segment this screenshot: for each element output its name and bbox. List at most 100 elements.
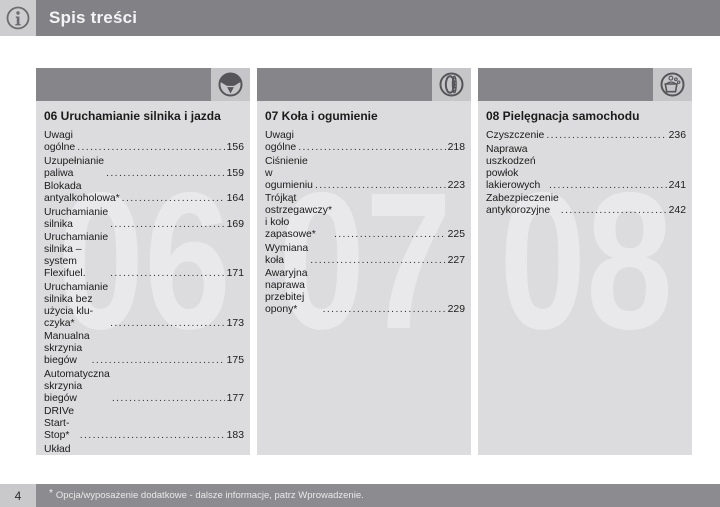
chapter-panel-06: 06 06 Uruchamianie silnika i jazda Uwagi… xyxy=(36,101,250,455)
toc-item-page: 227 xyxy=(447,254,465,266)
toc-item-label: Uwagi ogólne xyxy=(44,130,76,153)
page-header: Spis treści xyxy=(36,0,720,36)
leader-dots xyxy=(110,318,225,330)
toc-item-label: Awaryjna naprawa przebitej opony* xyxy=(265,268,308,315)
toc-item-label: Uruchamianie silnika xyxy=(44,206,109,230)
footnote-text: Opcja/wyposażenie dodatkowe - dalsze inf… xyxy=(55,490,364,501)
toc-columns: 06 06 Uruchamianie silnika i jazda Uwagi… xyxy=(36,68,692,455)
toc-item: Blokada antyalkoholowa* 164 xyxy=(44,181,244,205)
toc-column-06: 06 06 Uruchamianie silnika i jazda Uwagi… xyxy=(36,68,250,455)
leader-dots xyxy=(546,130,666,142)
chapter-icon-box xyxy=(432,68,471,101)
toc-item-page: 229 xyxy=(447,304,465,315)
toc-item: Układ hamulcowy 188 xyxy=(44,444,244,456)
leader-dots xyxy=(315,180,446,192)
toc-item-page: 242 xyxy=(668,205,686,216)
toc-item: Naprawa uszkodzeń powłok lakierowych 241 xyxy=(486,144,686,192)
car-care-icon xyxy=(659,71,686,98)
info-icon-box xyxy=(0,0,36,36)
toc-item-label: Naprawa uszkodzeń powłok lakierowych xyxy=(486,143,541,191)
toc-item-page: 173 xyxy=(226,317,244,329)
leader-dots xyxy=(112,393,225,405)
toc-column-08: 08 08 Pielęgnacja samochodu Czyszczenie … xyxy=(478,68,692,455)
tire-icon xyxy=(438,71,465,98)
toc-item-label: Wymiana koła xyxy=(265,242,309,266)
chapter-title-07: 07 Koła i ogumienie xyxy=(265,109,378,123)
leader-dots xyxy=(80,430,225,442)
toc-item-label: Układ hamulcowy xyxy=(44,443,71,455)
chapter-panel-08: 08 08 Pielęgnacja samochodu Czyszczenie … xyxy=(478,101,692,455)
toc-item: Manualna skrzynia biegów 175 xyxy=(44,331,244,367)
page-title: Spis treści xyxy=(49,8,138,27)
leader-dots xyxy=(310,255,445,267)
toc-item: DRIVe Start-Stop* 183 xyxy=(44,406,244,442)
toc-item-page: 164 xyxy=(226,193,244,204)
toc-item: Ciśnienie w ogumieniu 223 xyxy=(265,156,465,192)
toc-item: Uruchamianie silnika 169 xyxy=(44,207,244,231)
info-icon xyxy=(5,5,31,31)
leader-dots xyxy=(92,355,225,367)
toc-item-label: Czyszczenie xyxy=(486,130,545,141)
toc-item-page: 159 xyxy=(226,167,244,179)
toc-item-page: 171 xyxy=(226,268,244,279)
toc-item: Uruchamianie silnika bez użycia klu- czy… xyxy=(44,282,244,330)
toc-column-07: 07 07 Koła i ogumienie Uwagi ogólne 218 … xyxy=(257,68,471,455)
toc-item-label: Manualna skrzynia biegów xyxy=(44,331,90,366)
leader-dots xyxy=(106,168,225,180)
leader-dots xyxy=(77,142,224,154)
toc-item-page: 223 xyxy=(447,179,465,191)
toc-list-07: Uwagi ogólne 218 Ciśnienie w ogumieniu 2… xyxy=(257,129,471,316)
page-number: 4 xyxy=(14,488,22,503)
toc-item-page: 241 xyxy=(668,179,686,191)
toc-item-page: 218 xyxy=(447,142,465,153)
toc-item-page: 177 xyxy=(226,392,244,404)
toc-item-label: Uruchamianie silnika – system Flexifuel. xyxy=(44,232,109,279)
toc-item-label: DRIVe Start-Stop* xyxy=(44,406,75,441)
toc-item-page: 175 xyxy=(226,355,244,366)
chapter-title-06: 06 Uruchamianie silnika i jazda xyxy=(44,109,221,123)
chapter-title-08: 08 Pielęgnacja samochodu xyxy=(486,109,640,123)
chapter-panel-07: 07 07 Koła i ogumienie Uwagi ogólne 218 … xyxy=(257,101,471,455)
toc-item: Trójkąt ostrzegawczy* i koło zapasowe* 2… xyxy=(265,193,465,241)
chapter-icon-box xyxy=(211,68,250,101)
toc-item-label: Uruchamianie silnika bez użycia klu- czy… xyxy=(44,281,109,329)
toc-item: Uruchamianie silnika – system Flexifuel.… xyxy=(44,232,244,280)
leader-dots xyxy=(110,219,225,231)
leader-dots xyxy=(549,180,667,192)
toc-item-label: Uzupełnianie paliwa xyxy=(44,155,105,179)
leader-dots xyxy=(122,193,225,205)
toc-item-label: Automatyczna skrzynia biegów xyxy=(44,368,110,404)
toc-item-label: Zabezpieczenie antykorozyjne xyxy=(486,193,559,216)
chapter-band-08 xyxy=(478,68,692,101)
leader-dots xyxy=(298,142,445,154)
leader-dots xyxy=(323,304,446,316)
toc-item: Uwagi ogólne 156 xyxy=(44,130,244,154)
toc-item-label: Trójkąt ostrzegawczy* i koło zapasowe* xyxy=(265,193,332,240)
toc-item: Automatyczna skrzynia biegów 177 xyxy=(44,369,244,405)
leader-dots xyxy=(561,205,667,217)
page-number-box: 4 xyxy=(0,484,36,507)
steering-wheel-icon xyxy=(217,71,244,98)
toc-item: Awaryjna naprawa przebitej opony* 229 xyxy=(265,268,465,316)
toc-item: Uzupełnianie paliwa 159 xyxy=(44,156,244,180)
toc-item-label: Uwagi ogólne xyxy=(265,130,297,153)
toc-item-label: Ciśnienie w ogumieniu xyxy=(265,155,313,191)
toc-item: Czyszczenie 236 xyxy=(486,130,686,142)
toc-list-06: Uwagi ogólne 156 Uzupełnianie paliwa 159… xyxy=(36,129,250,455)
toc-item: Zabezpieczenie antykorozyjne 242 xyxy=(486,193,686,217)
toc-list-08: Czyszczenie 236 Naprawa uszkodzeń powłok… xyxy=(478,129,692,217)
footnote-asterisk: * xyxy=(49,488,53,499)
toc-item-label: Blokada antyalkoholowa* xyxy=(44,181,120,204)
leader-dots xyxy=(110,268,225,280)
toc-item: Wymiana koła 227 xyxy=(265,243,465,267)
chapter-band-07 xyxy=(257,68,471,101)
toc-item-page: 225 xyxy=(447,229,465,240)
footer-note-bar: * Opcja/wyposażenie dodatkowe - dalsze i… xyxy=(36,484,720,507)
toc-item-page: 236 xyxy=(668,130,686,141)
leader-dots xyxy=(334,229,446,241)
toc-item-page: 156 xyxy=(226,142,244,153)
chapter-icon-box xyxy=(653,68,692,101)
toc-item-page: 169 xyxy=(226,218,244,230)
toc-item-page: 183 xyxy=(226,430,244,441)
toc-item: Uwagi ogólne 218 xyxy=(265,130,465,154)
